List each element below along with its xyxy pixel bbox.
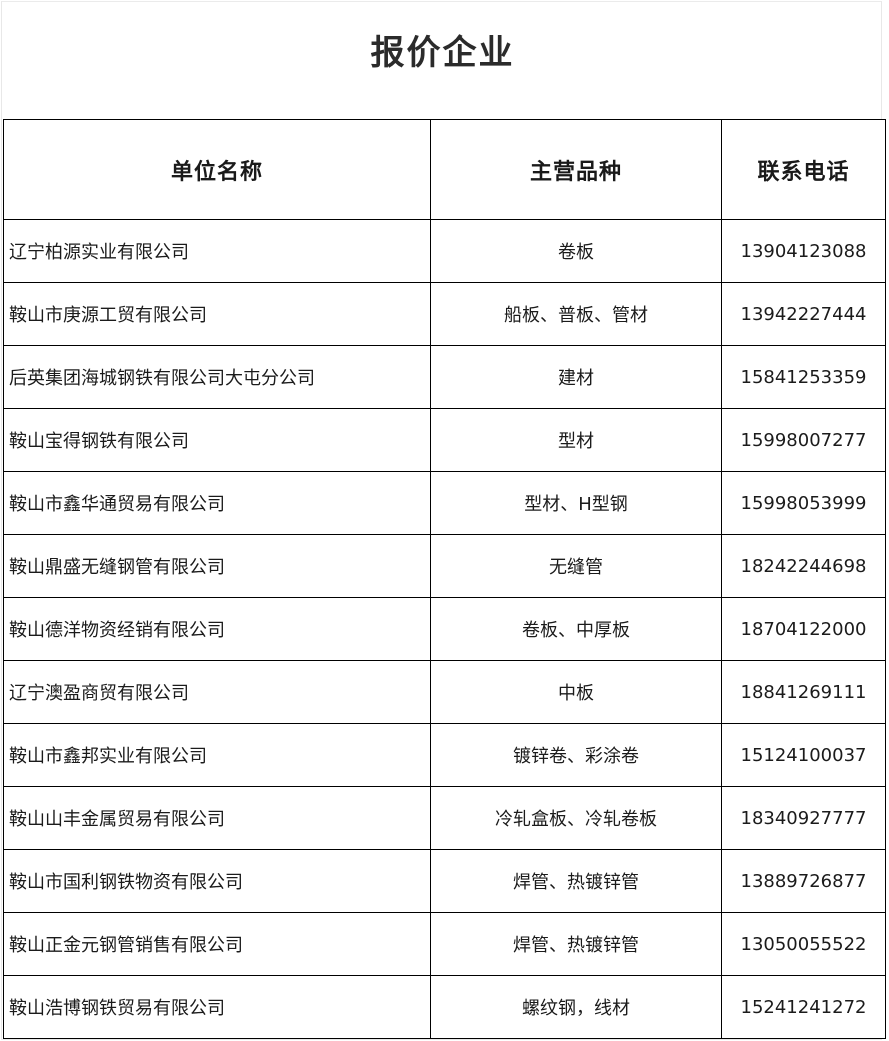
- table-row: 后英集团海城钢铁有限公司大屯分公司 建材 15841253359: [3, 345, 886, 409]
- table-row: 鞍山市国利钢铁物资有限公司 焊管、热镀锌管 13889726877: [3, 849, 886, 913]
- cell-contact-phone: 18841269111: [721, 660, 886, 724]
- cell-main-products: 型材: [430, 408, 722, 472]
- table-row: 鞍山市庚源工贸有限公司 船板、普板、管材 13942227444: [3, 282, 886, 346]
- cell-company-name: 鞍山市鑫华通贸易有限公司: [3, 471, 431, 535]
- cell-main-products: 中板: [430, 660, 722, 724]
- cell-contact-phone: 13050055522: [721, 912, 886, 976]
- cell-contact-phone: 15998053999: [721, 471, 886, 535]
- cell-company-name: 辽宁澳盈商贸有限公司: [3, 660, 431, 724]
- cell-main-products: 螺纹钢，线材: [430, 975, 722, 1039]
- title-band: 报价企业: [0, 0, 885, 119]
- table-row: 鞍山市鑫华通贸易有限公司 型材、H型钢 15998053999: [3, 471, 886, 535]
- cell-company-name: 后英集团海城钢铁有限公司大屯分公司: [3, 345, 431, 409]
- table-row: 鞍山浩博钢铁贸易有限公司 螺纹钢，线材 15241241272: [3, 975, 886, 1039]
- table-row: 鞍山宝得钢铁有限公司 型材 15998007277: [3, 408, 886, 472]
- table-row: 辽宁柏源实业有限公司 卷板 13904123088: [3, 219, 886, 283]
- quoting-enterprises-table: 单位名称 主营品种 联系电话 辽宁柏源实业有限公司 卷板 13904123088 鞍山…: [3, 119, 886, 1039]
- cell-company-name: 鞍山市庚源工贸有限公司: [3, 282, 431, 346]
- cell-main-products: 船板、普板、管材: [430, 282, 722, 346]
- page-title: 报价企业: [370, 32, 515, 73]
- column-header-contact-phone: 联系电话: [721, 119, 886, 220]
- cell-main-products: 卷板: [430, 219, 722, 283]
- cell-company-name: 鞍山山丰金属贸易有限公司: [3, 786, 431, 850]
- cell-contact-phone: 18242244698: [721, 534, 886, 598]
- cell-contact-phone: 18704122000: [721, 597, 886, 661]
- cell-main-products: 焊管、热镀锌管: [430, 912, 722, 976]
- table-body: 辽宁柏源实业有限公司 卷板 13904123088 鞍山市庚源工贸有限公司 船板、普板、…: [3, 219, 886, 1039]
- column-header-main-products: 主营品种: [430, 119, 722, 220]
- cell-main-products: 焊管、热镀锌管: [430, 849, 722, 913]
- table-row: 辽宁澳盈商贸有限公司 中板 18841269111: [3, 660, 886, 724]
- cell-company-name: 鞍山鼎盛无缝钢管有限公司: [3, 534, 431, 598]
- table-row: 鞍山正金元钢管销售有限公司 焊管、热镀锌管 13050055522: [3, 912, 886, 976]
- cell-company-name: 鞍山浩博钢铁贸易有限公司: [3, 975, 431, 1039]
- table-header: 单位名称 主营品种 联系电话: [3, 119, 886, 220]
- cell-contact-phone: 15241241272: [721, 975, 886, 1039]
- cell-company-name: 鞍山市国利钢铁物资有限公司: [3, 849, 431, 913]
- cell-company-name: 鞍山宝得钢铁有限公司: [3, 408, 431, 472]
- cell-contact-phone: 13942227444: [721, 282, 886, 346]
- cell-contact-phone: 15841253359: [721, 345, 886, 409]
- cell-company-name: 辽宁柏源实业有限公司: [3, 219, 431, 283]
- column-header-company-name: 单位名称: [3, 119, 431, 220]
- cell-main-products: 型材、H型钢: [430, 471, 722, 535]
- cell-company-name: 鞍山市鑫邦实业有限公司: [3, 723, 431, 787]
- cell-main-products: 卷板、中厚板: [430, 597, 722, 661]
- table-row: 鞍山市鑫邦实业有限公司 镀锌卷、彩涂卷 15124100037: [3, 723, 886, 787]
- table-row: 鞍山德洋物资经销有限公司 卷板、中厚板 18704122000: [3, 597, 886, 661]
- cell-contact-phone: 13904123088: [721, 219, 886, 283]
- cell-contact-phone: 15124100037: [721, 723, 886, 787]
- table-row: 鞍山山丰金属贸易有限公司 冷轧盒板、冷轧卷板 18340927777: [3, 786, 886, 850]
- cell-main-products: 无缝管: [430, 534, 722, 598]
- cell-contact-phone: 15998007277: [721, 408, 886, 472]
- cell-main-products: 建材: [430, 345, 722, 409]
- cell-main-products: 冷轧盒板、冷轧卷板: [430, 786, 722, 850]
- cell-main-products: 镀锌卷、彩涂卷: [430, 723, 722, 787]
- cell-contact-phone: 13889726877: [721, 849, 886, 913]
- cell-contact-phone: 18340927777: [721, 786, 886, 850]
- table-row: 鞍山鼎盛无缝钢管有限公司 无缝管 18242244698: [3, 534, 886, 598]
- table-header-row: 单位名称 主营品种 联系电话: [3, 119, 886, 220]
- cell-company-name: 鞍山正金元钢管销售有限公司: [3, 912, 431, 976]
- cell-company-name: 鞍山德洋物资经销有限公司: [3, 597, 431, 661]
